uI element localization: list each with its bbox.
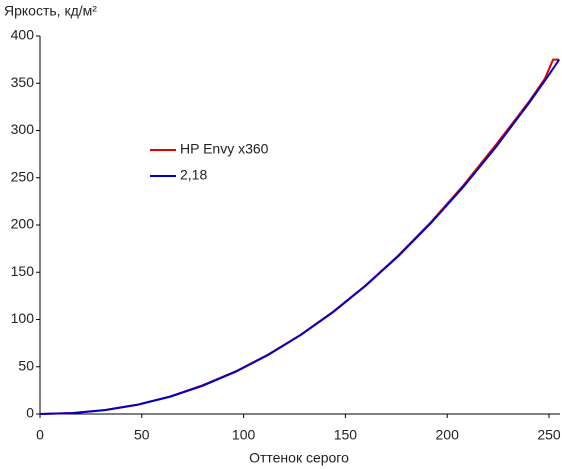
y-tick-label: 100: [11, 310, 35, 326]
x-tick-label: 150: [334, 427, 358, 443]
data-line: [39, 58, 560, 415]
y-tick-label: 150: [11, 263, 35, 279]
x-tick-label: 100: [232, 427, 256, 443]
y-tick-label: 200: [11, 216, 35, 232]
legend-label: 2,18: [180, 167, 207, 183]
y-tick-label: 400: [11, 27, 35, 43]
x-tick-label: 200: [436, 427, 460, 443]
y-axis-label: Яркость, кд/м²: [4, 3, 97, 19]
x-axis-label: Оттенок серого: [249, 450, 349, 466]
y-tick-label: 250: [11, 168, 35, 184]
y-tick-label: 350: [11, 74, 35, 90]
x-tick-label: 0: [36, 427, 44, 443]
y-tick-label: 50: [18, 357, 34, 373]
data-line: [39, 59, 561, 415]
y-tick-label: 300: [11, 121, 35, 137]
x-tick-label: 250: [537, 427, 561, 443]
x-tick-label: 50: [134, 427, 150, 443]
y-tick-label: 0: [26, 405, 34, 421]
legend-label: HP Envy x360: [180, 141, 269, 157]
